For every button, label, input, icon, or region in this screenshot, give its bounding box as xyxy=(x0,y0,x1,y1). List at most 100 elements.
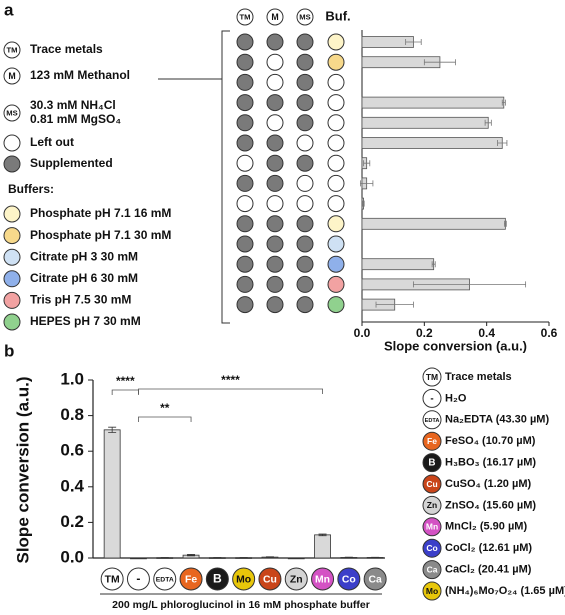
matrix-header-circle xyxy=(296,8,314,26)
legend-icon-circle xyxy=(422,431,442,451)
category-icon-circle xyxy=(363,567,387,591)
category-icon-circle xyxy=(126,567,150,591)
category-icon-circle xyxy=(232,567,256,591)
legend-label: Na₂EDTA (43.30 µM) xyxy=(445,414,549,426)
significance-bracket xyxy=(138,416,192,422)
legend-icon-circle xyxy=(422,517,442,537)
legend-label: 123 mM Methanol xyxy=(30,68,130,82)
error-bar xyxy=(501,99,506,106)
matrix-cell xyxy=(266,235,284,253)
legend-label: (NH₄)₆Mo₇O₂₄ (1.65 µM) xyxy=(445,585,565,597)
y-tick-label: 0.0 xyxy=(60,547,84,566)
matrix-cell xyxy=(236,114,254,132)
x-axis-title: Slope conversion (a.u.) xyxy=(384,338,527,353)
category-icon-text: Ca xyxy=(369,574,383,585)
legend-swatch xyxy=(3,227,21,245)
matrix-cell xyxy=(236,296,254,314)
matrix-cell xyxy=(266,215,284,233)
matrix-buffer xyxy=(327,94,345,112)
legend-label: H₃BO₃ (16.17 µM) xyxy=(445,457,536,469)
matrix-cell xyxy=(236,275,254,293)
bracket xyxy=(221,30,230,324)
legend-icon-text: TM xyxy=(426,372,438,382)
legend-icon-circle xyxy=(422,581,442,601)
legend-icon-text: Zn xyxy=(427,500,437,510)
legend-icon-text: Mn xyxy=(426,522,438,532)
matrix-cell xyxy=(266,195,284,213)
legend-swatch xyxy=(3,313,21,331)
category-icon-text: TM xyxy=(105,574,120,585)
bar xyxy=(361,137,503,149)
legend-icon-circle xyxy=(422,495,442,515)
bar xyxy=(103,429,121,559)
matrix-cell xyxy=(266,73,284,91)
error-bar xyxy=(413,281,527,288)
legend-icon-text: MS xyxy=(6,109,17,118)
matrix-buffer xyxy=(327,73,345,91)
legend-icon-text: - xyxy=(430,394,433,405)
legend-icon-text: EDTA xyxy=(425,418,440,424)
legend-label: Citrate pH 3 30 mM xyxy=(30,249,138,263)
bar xyxy=(361,258,435,271)
matrix-cell xyxy=(266,53,284,71)
legend-swatch xyxy=(3,134,21,152)
legend-swatch xyxy=(3,205,21,223)
legend-label: 0.81 mM MgSO₄ xyxy=(30,112,121,126)
legend-swatch xyxy=(3,155,21,173)
legend-label: CaCl₂ (20.41 µM) xyxy=(445,564,532,576)
error-bar xyxy=(108,426,117,433)
legend-icon-text: Cu xyxy=(426,479,437,489)
error-bar xyxy=(484,119,492,126)
legend-icon-circle xyxy=(422,538,442,558)
matrix-header-circle xyxy=(236,8,254,26)
error-bar xyxy=(187,554,196,557)
legend-label: ZnSO₄ (15.60 µM) xyxy=(445,499,536,511)
matrix-cell xyxy=(266,174,284,192)
error-bar xyxy=(375,301,414,308)
legend-icon-circle xyxy=(422,453,442,473)
matrix-buffer xyxy=(327,154,345,172)
category-icon-text: Zn xyxy=(290,574,303,585)
x-axis-title: 200 mg/L phloroglucinol in 16 mM phospha… xyxy=(112,599,370,611)
matrix-buffer xyxy=(327,134,345,152)
bar xyxy=(287,557,305,560)
matrix-buffer xyxy=(327,296,345,314)
y-axis-title: Slope conversion (a.u.) xyxy=(13,376,32,563)
significance-label: **** xyxy=(221,373,240,387)
error-bar xyxy=(360,180,374,187)
error-bar xyxy=(344,556,353,559)
matrix-cell xyxy=(296,215,314,233)
matrix-cell xyxy=(296,174,314,192)
legend-icon-text: B xyxy=(428,458,435,469)
matrix-buffer xyxy=(327,33,345,51)
legend-icon-circle xyxy=(422,388,442,408)
legend-icon-circle xyxy=(422,410,442,430)
matrix-cell xyxy=(296,296,314,314)
legend-icon-text: M xyxy=(8,71,15,81)
legend-label: HEPES pH 7 30 mM xyxy=(30,314,141,328)
legend-icon-circle xyxy=(422,367,442,387)
category-icon-text: - xyxy=(136,572,140,586)
matrix-buffer xyxy=(327,235,345,253)
matrix-cell xyxy=(236,215,254,233)
matrix-buffer xyxy=(327,275,345,293)
legend-label: Citrate pH 6 30 mM xyxy=(30,271,138,285)
matrix-cell xyxy=(266,134,284,152)
legend-label: CuSO₄ (1.20 µM) xyxy=(445,478,531,490)
x-tick-label: 0.4 xyxy=(478,326,495,340)
category-icon-text: Cu xyxy=(263,574,277,585)
matrix-cell xyxy=(296,114,314,132)
error-bar xyxy=(362,200,365,207)
matrix-cell xyxy=(266,154,284,172)
category-icon-text: Mo xyxy=(236,574,251,585)
legend-label: FeSO₄ (10.70 µM) xyxy=(445,435,536,447)
legend-label: Phosphate pH 7.1 16 mM xyxy=(30,206,171,220)
x-tick-label: 0.2 xyxy=(416,326,433,340)
matrix-cell xyxy=(236,53,254,71)
category-icon-circle xyxy=(153,567,177,591)
legend-icon-text: TM xyxy=(7,46,18,55)
category-icon-circle xyxy=(337,567,361,591)
category-icon-text: B xyxy=(213,572,222,586)
significance-bracket xyxy=(111,389,139,395)
